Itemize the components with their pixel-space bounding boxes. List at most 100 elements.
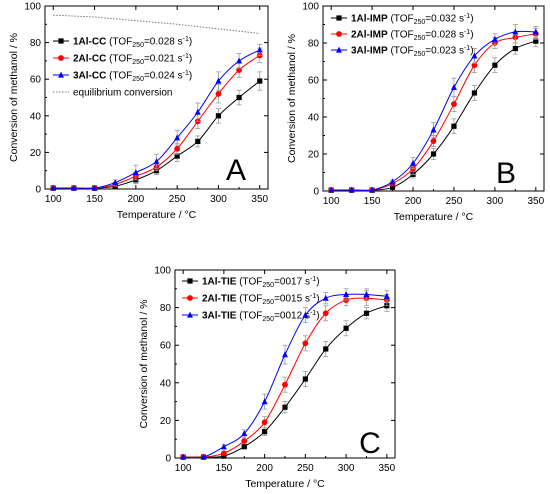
panel-label: A — [226, 154, 246, 187]
legend-entry-equilibrium: equilibrium conversion — [73, 88, 173, 99]
data-point — [430, 126, 437, 133]
x-tick-label: 100 — [323, 196, 340, 207]
data-point — [262, 429, 268, 435]
data-point — [369, 186, 376, 193]
y-tick-label: 0 — [313, 187, 319, 198]
x-tick-label: 200 — [405, 196, 422, 207]
y-axis-title: Conversion of methanol / % — [138, 300, 150, 429]
data-point — [215, 113, 222, 119]
panel-label: C — [359, 427, 381, 460]
data-point — [261, 419, 268, 426]
chart-panel-a: 100 150 200 250 300 350 0 20 40 60 80 100 Temperatur… — [8, 2, 269, 222]
data-point — [302, 376, 308, 382]
equilibrium-line — [53, 14, 260, 34]
legend-entry: 2Al-IMP (TOF250=0.028 s-1) — [351, 29, 474, 42]
x-tick-label: 150 — [86, 194, 103, 205]
data-point — [282, 381, 288, 388]
y-axis-title: Conversion of methanol / % — [286, 34, 298, 163]
data-point — [450, 84, 457, 90]
data-point — [491, 35, 498, 42]
series-3al-cc — [50, 44, 263, 191]
data-point — [348, 186, 355, 193]
x-tick-label: 250 — [446, 196, 463, 207]
data-point — [241, 444, 247, 450]
series-2al-tie — [180, 290, 390, 460]
legend-entry: 3Al-IMP (TOF250=0.023 s-1) — [351, 45, 474, 58]
data-point — [257, 78, 263, 84]
data-point — [241, 438, 248, 444]
data-point — [410, 159, 417, 166]
data-point — [343, 325, 349, 331]
data-point — [261, 398, 268, 405]
x-axis-title: Temperature / °C — [394, 211, 474, 223]
data-point — [492, 62, 498, 68]
data-point — [322, 294, 329, 301]
y-tick-label: 0 — [165, 454, 171, 465]
data-point — [389, 178, 396, 185]
data-point — [533, 38, 539, 44]
data-point — [322, 310, 329, 317]
data-point — [282, 351, 288, 358]
legend-swatch-marker — [58, 71, 64, 78]
data-point — [512, 28, 519, 35]
legend-swatch-marker — [336, 46, 342, 53]
y-tick-label: 60 — [160, 341, 172, 352]
legend-entry: 1Al-TIE (TOF250=0017 s-1) — [202, 276, 320, 289]
y-tick-label: 60 — [30, 75, 42, 86]
data-point — [451, 101, 457, 107]
data-point — [451, 123, 457, 129]
x-axis-title: Temperature / °C — [117, 209, 197, 221]
x-tick-label: 350 — [251, 194, 268, 205]
x-tick-label: 350 — [379, 463, 396, 474]
data-point — [195, 138, 201, 145]
data-point — [383, 292, 390, 299]
legend: 1Al-TIE (TOF250=0017 s-1) 2Al-TIE (TOF250… — [182, 276, 320, 323]
x-tick-label: 150 — [216, 463, 233, 474]
data-point — [220, 450, 227, 457]
legend-swatch-marker — [58, 38, 64, 44]
x-tick-label: 100 — [175, 463, 192, 474]
y-tick-label: 80 — [308, 39, 320, 50]
data-point — [302, 340, 309, 347]
data-point — [132, 169, 139, 176]
data-point — [323, 346, 329, 352]
legend-entry: 3Al-TIE (TOF250=0012 s-1) — [202, 310, 320, 323]
data-point — [174, 134, 181, 141]
legend-entry: 1Al-CC (TOF250=0.028 s-1) — [73, 36, 192, 49]
data-point — [112, 179, 119, 186]
data-point — [236, 57, 243, 64]
chart-panel-c: 100 150 200 250 300 350 0 20 40 60 80 100 Temperatur… — [138, 266, 396, 491]
data-point — [471, 90, 478, 96]
data-point — [512, 45, 518, 52]
data-point — [430, 138, 437, 144]
x-tick-label: 300 — [338, 463, 355, 474]
data-point — [236, 94, 242, 101]
data-point — [174, 145, 181, 152]
y-tick-label: 40 — [160, 378, 172, 389]
y-tick-label: 80 — [30, 38, 42, 49]
x-tick-label: 300 — [487, 196, 504, 207]
series-3al-tie — [180, 288, 390, 460]
legend-swatch-marker — [336, 15, 342, 21]
y-tick-label: 20 — [30, 148, 42, 159]
data-point — [50, 184, 57, 191]
data-point — [200, 453, 207, 460]
data-point — [328, 186, 335, 193]
data-point — [153, 158, 160, 165]
legend-entry: 2Al-TIE (TOF250=0015 s-1) — [202, 293, 320, 306]
y-tick-label: 100 — [24, 2, 41, 13]
data-point — [70, 184, 77, 191]
x-tick-label: 250 — [169, 194, 186, 205]
y-tick-label: 80 — [160, 303, 172, 314]
x-tick-label: 200 — [128, 194, 145, 205]
data-point — [194, 108, 201, 115]
data-point — [471, 52, 478, 59]
legend-entry: 1Al-IMP (TOF250=0.032 s-1) — [351, 13, 474, 26]
data-point — [215, 77, 222, 84]
y-tick-label: 40 — [308, 113, 320, 124]
data-point — [180, 453, 187, 460]
data-point — [302, 311, 309, 318]
data-point — [282, 404, 288, 410]
panel-label: B — [496, 157, 516, 190]
